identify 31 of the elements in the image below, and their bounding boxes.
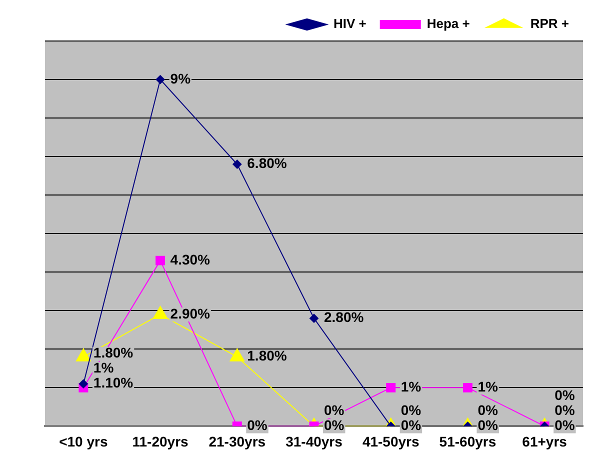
x-tick-label: 51-60yrs: [439, 433, 496, 450]
data-label: 2.90%: [170, 305, 211, 322]
data-label: 0%: [400, 402, 422, 418]
data-label: 1%: [400, 378, 422, 395]
data-label: 1.80%: [93, 344, 134, 361]
data-label: 0%: [554, 417, 576, 434]
data-label: 0%: [554, 402, 576, 418]
data-label: 9%: [170, 70, 192, 86]
data-label: 0%: [400, 417, 422, 434]
data-label: 0%: [554, 387, 576, 404]
x-tick-label: 31-40yrs: [286, 433, 343, 450]
data-label: 0%: [478, 402, 498, 418]
x-tick-label: 61+yrs: [522, 433, 568, 450]
legend-label: HIV +: [333, 16, 367, 32]
data-label: 1%: [478, 378, 498, 395]
data-label: 1.80%: [247, 348, 288, 364]
data-label: 0%: [478, 417, 498, 434]
legend-label: Hepa +: [426, 16, 470, 32]
x-tick-label: 11-20yrs: [132, 433, 189, 450]
x-tick-label: 21-30yrs: [208, 433, 266, 450]
data-label: 0%: [324, 417, 345, 434]
x-tick-label: 41-50yrs: [362, 433, 420, 450]
data-label: 0%: [324, 402, 345, 418]
data-label: 4.30%: [170, 251, 211, 268]
data-label: 1.10%: [93, 374, 134, 391]
x-tick-label: <10 yrs: [59, 433, 108, 450]
legend-label: RPR +: [530, 16, 570, 32]
data-label: 0%: [247, 417, 268, 434]
data-label: 6.80%: [247, 155, 288, 172]
data-label: 1%: [93, 360, 114, 376]
data-label: 2.80%: [324, 309, 364, 326]
